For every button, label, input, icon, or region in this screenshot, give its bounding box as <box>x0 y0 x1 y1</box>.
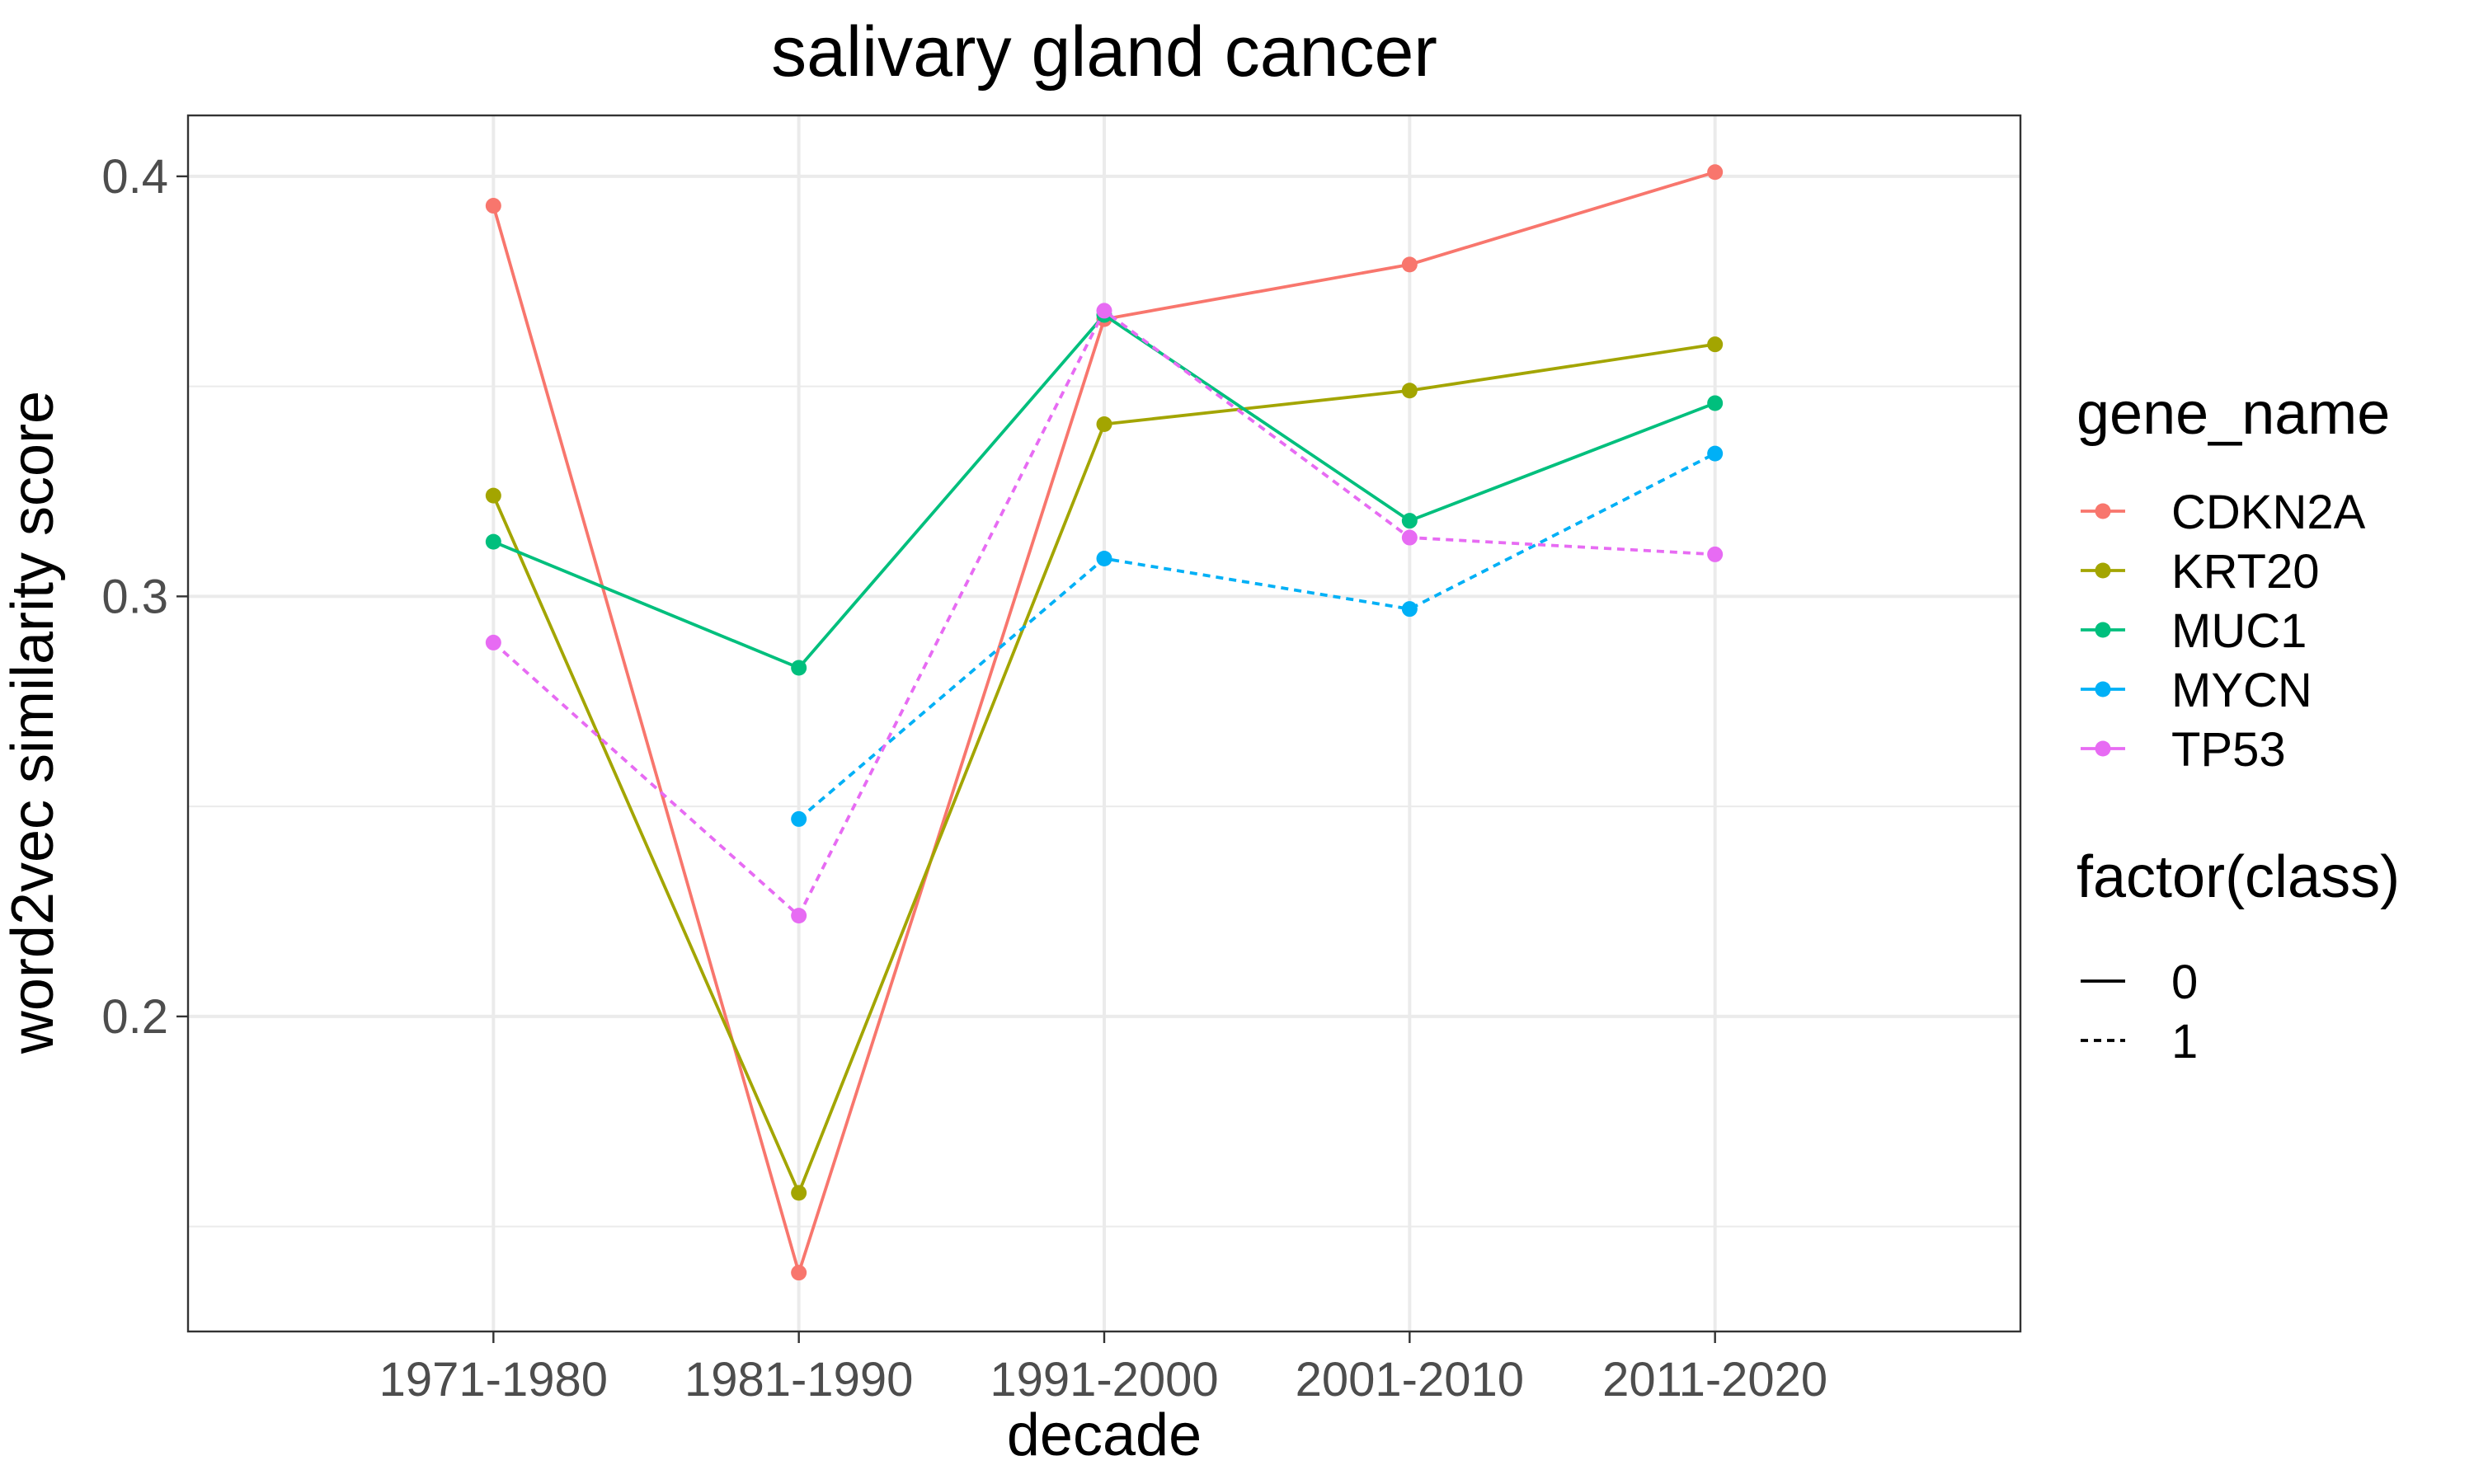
legend-label: 0 <box>2171 956 2198 1009</box>
legend-item-class-0: 0 <box>2081 956 2198 1009</box>
data-point-cdkn2a <box>485 198 501 214</box>
legend-item-cdkn2a: CDKN2A <box>2081 486 2366 539</box>
data-point-mycn <box>1096 551 1112 567</box>
data-point-muc1 <box>1401 513 1418 529</box>
data-point-cdkn2a <box>1707 164 1724 181</box>
data-point-muc1 <box>1707 395 1724 411</box>
data-point-tp53 <box>485 634 501 650</box>
legend-key-point <box>2095 562 2111 579</box>
legend-label: KRT20 <box>2171 545 2319 599</box>
plot-grid <box>188 115 2020 1331</box>
data-point-mycn <box>791 810 807 827</box>
series-mycn <box>791 445 1724 827</box>
x-tick-label: 1971-1980 <box>379 1353 608 1407</box>
data-point-tp53 <box>1401 529 1418 546</box>
y-axis: 0.2 0.3 0.4 <box>101 150 188 1044</box>
legend-item-mycn: MYCN <box>2081 664 2312 717</box>
x-tick-label: 1991-2000 <box>990 1353 1218 1407</box>
y-axis-title: word2vec similarity score <box>0 391 66 1054</box>
legend-key-point <box>2095 503 2111 519</box>
legend-label: CDKN2A <box>2171 486 2366 539</box>
legend-title-gene-name: gene_name <box>2077 381 2390 447</box>
data-point-tp53 <box>1707 546 1724 562</box>
legend-item-class-1: 1 <box>2081 1015 2198 1068</box>
legend-label: MUC1 <box>2171 604 2307 658</box>
data-point-krt20 <box>1707 336 1724 353</box>
legend-key-point <box>2095 681 2111 697</box>
data-point-mycn <box>1401 601 1418 618</box>
series-krt20 <box>485 336 1724 1201</box>
x-tick-label: 1981-1990 <box>684 1353 913 1407</box>
chart-title: salivary gland cancer <box>771 12 1437 92</box>
series-tp53 <box>485 303 1724 924</box>
legend-item-krt20: KRT20 <box>2081 545 2319 599</box>
data-point-cdkn2a <box>791 1265 807 1281</box>
y-tick-label: 0.2 <box>101 990 168 1044</box>
legend-label: TP53 <box>2171 723 2286 777</box>
legend-item-muc1: MUC1 <box>2081 604 2307 658</box>
legend-item-tp53: TP53 <box>2081 723 2286 777</box>
legend-label: MYCN <box>2171 664 2312 717</box>
legend-linetype-entries: 01 <box>2081 956 2198 1068</box>
data-point-krt20 <box>1401 383 1418 399</box>
x-tick-label: 2001-2010 <box>1296 1353 1524 1407</box>
x-tick-label: 2011-2020 <box>1602 1353 1827 1407</box>
y-tick-label: 0.4 <box>101 150 168 204</box>
data-point-mycn <box>1707 445 1724 462</box>
y-tick-label: 0.3 <box>101 570 168 623</box>
data-point-krt20 <box>791 1185 807 1201</box>
legend-key-point <box>2095 622 2111 638</box>
series-layer <box>485 164 1724 1281</box>
series-line-mycn <box>797 452 1716 820</box>
legend-title-factor-class: factor(class) <box>2077 844 2400 910</box>
data-point-cdkn2a <box>1401 256 1418 273</box>
data-point-tp53 <box>791 908 807 924</box>
data-point-krt20 <box>485 487 501 504</box>
data-point-krt20 <box>1096 416 1112 432</box>
x-axis-title: decade <box>1007 1402 1202 1468</box>
data-point-muc1 <box>485 533 501 550</box>
data-point-tp53 <box>1096 303 1112 319</box>
x-axis: 1971-1980 1981-1990 1991-2000 2001-2010 2011… <box>379 1331 1827 1407</box>
legend-label: 1 <box>2171 1015 2198 1068</box>
data-point-muc1 <box>791 660 807 676</box>
legend-key-point <box>2095 740 2111 757</box>
